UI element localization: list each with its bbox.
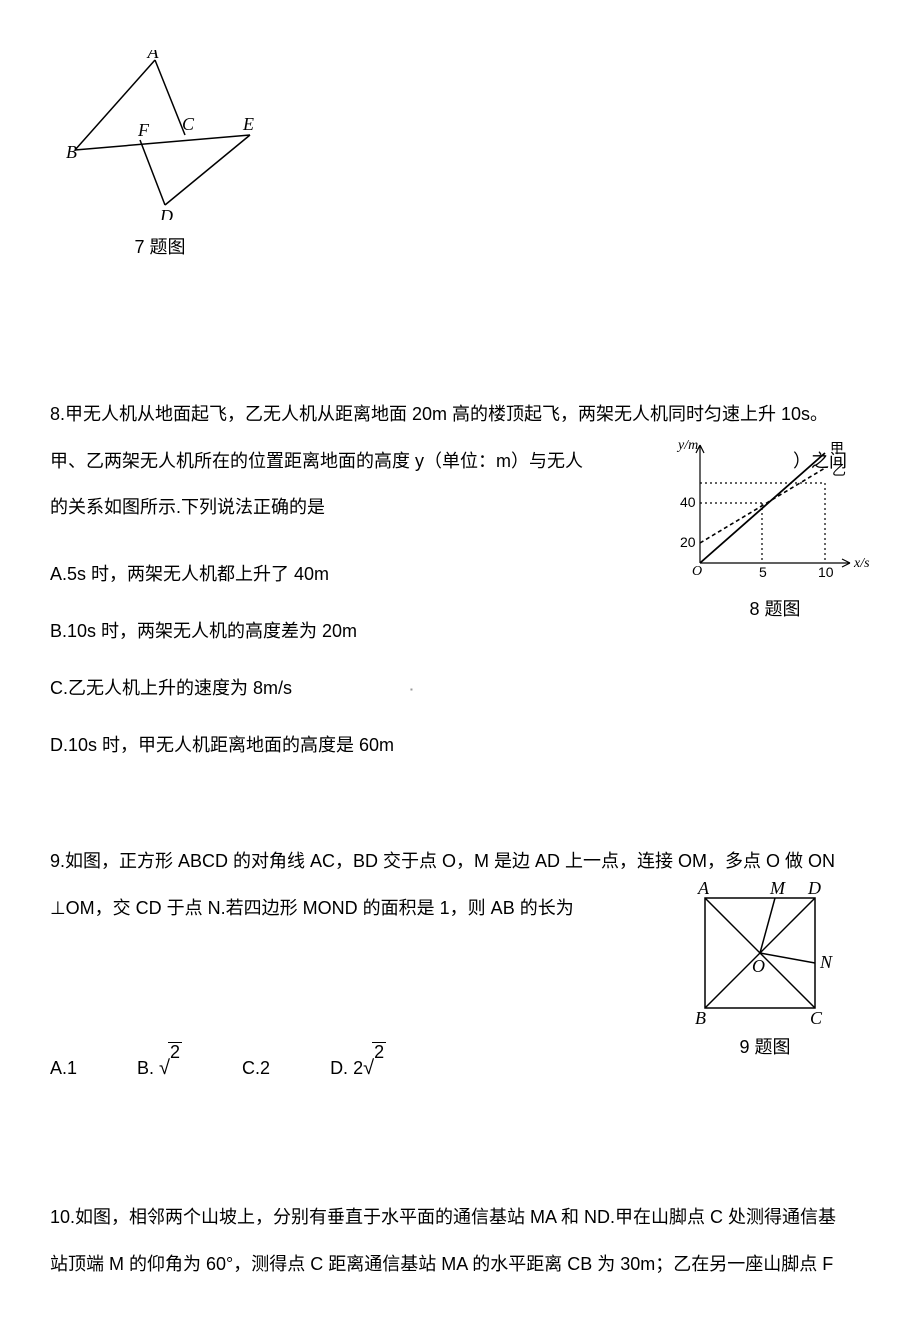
figure-7-svg: A B F C E D [60,50,260,220]
fig9-label-N: N [819,952,833,972]
q8-option-C: C.乙无人机上升的速度为 8m/s [50,665,870,712]
q10-line2: 站顶端 M 的仰角为 60°，测得点 C 距离通信基站 MA 的水平距离 CB … [50,1241,870,1288]
fig9-label-A: A [697,878,710,898]
fig7-label-B: B [66,142,77,162]
q9-option-B: B. √2 [137,1042,182,1094]
q9-option-C: C.2 [242,1045,270,1092]
fig8-ytick-20: 20 [680,534,696,550]
question-9: 9.如图，正方形 ABCD 的对角线 AC，BD 交于点 O，M 是边 AD 上… [50,838,870,1094]
fig7-label-E: E [242,114,254,134]
fig8-origin: O [692,564,702,579]
q9-option-D-pre: D. 2 [330,1058,363,1078]
fig7-label-C: C [182,114,195,134]
fig9-label-O: O [752,956,765,976]
figure-9-caption: 9 题图 [680,1024,850,1071]
fig7-label-A: A [147,50,160,62]
figure-9-svg: A D M N O B C [680,878,850,1028]
segmentation-dot-icon: ▪ [410,680,416,686]
q10-line1: 10.如图，相邻两个山坡上，分别有垂直于水平面的通信基站 MA 和 ND.甲在山… [50,1194,870,1241]
q9-option-B-rad: 2 [168,1042,182,1063]
fig8-label-jia: 甲 [830,440,844,456]
question-8: 8.甲无人机从地面起飞，乙无人机从距离地面 20m 高的楼顶起飞，两架无人机同时… [50,391,870,769]
fig9-label-C: C [810,1008,823,1028]
figure-9: A D M N O B C 9 题图 [680,878,850,1071]
fig7-label-F: F [137,120,150,140]
figure-7-caption: 7 题图 [60,224,260,271]
fig9-label-B: B [695,1008,706,1028]
figure-7: A B F C E D 7 题图 [60,50,870,271]
fig8-label-yi: 乙 [832,462,846,478]
question-10: 10.如图，相邻两个山坡上，分别有垂直于水平面的通信基站 MA 和 ND.甲在山… [50,1194,870,1288]
figure-8-svg: y/m x/s O 20 40 5 10 甲 乙 [670,433,880,588]
fig8-ylabel: y/m [676,438,698,453]
q8-line2a: 甲、乙两架无人机所在的位置距离地面的高度 y（单位：m）与无人 [50,451,583,471]
fig8-xlabel: x/s [853,556,870,571]
sqrt-icon: √2 [363,1042,386,1094]
fig9-label-M: M [769,878,786,898]
sqrt-icon: √2 [159,1042,182,1094]
q8-option-D: D.10s 时，甲无人机距离地面的高度是 60m [50,722,870,769]
q9-option-D-rad: 2 [372,1042,386,1063]
q9-option-D: D. 2√2 [330,1042,386,1094]
fig8-ytick-40: 40 [680,494,696,510]
q9-option-A: A.1 [50,1045,77,1092]
fig8-xtick-10: 10 [818,564,834,580]
q9-option-B-pre: B. [137,1058,159,1078]
fig7-label-D: D [159,206,173,220]
figure-8: y/m x/s O 20 40 5 10 甲 乙 8 题图 [670,433,880,633]
fig8-xtick-5: 5 [759,564,767,580]
q8-line1: 8.甲无人机从地面起飞，乙无人机从距离地面 20m 高的楼顶起飞，两架无人机同时… [50,391,870,438]
figure-8-caption: 8 题图 [670,586,880,633]
fig9-label-D: D [807,878,821,898]
